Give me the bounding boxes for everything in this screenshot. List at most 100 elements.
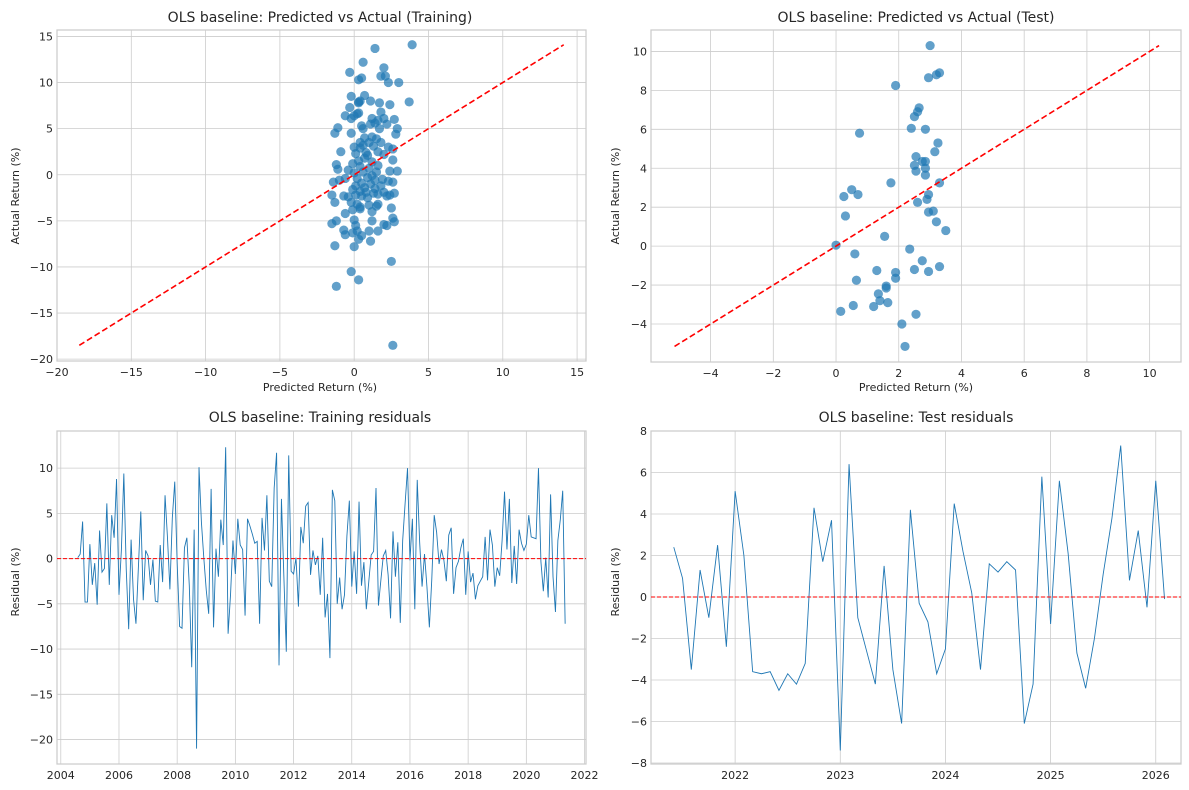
train-residuals-xtick-label: 2020 bbox=[512, 769, 540, 782]
train-residuals-xtick-label: 2022 bbox=[571, 769, 599, 782]
test-scatter-frame bbox=[650, 29, 1182, 363]
test-scatter-point bbox=[931, 70, 941, 80]
test-residuals-ytick-label: 4 bbox=[640, 508, 647, 521]
train-scatter-point bbox=[388, 177, 398, 187]
train-residuals-frame bbox=[56, 430, 587, 765]
train-scatter-point bbox=[407, 40, 417, 50]
train-scatter-point bbox=[346, 128, 356, 138]
test-scatter-point bbox=[911, 309, 921, 319]
train-scatter-point bbox=[362, 193, 373, 203]
train-residuals-plot-area bbox=[57, 447, 586, 749]
train-residuals-xtick-label: 2010 bbox=[221, 769, 249, 782]
train-scatter-ytick-label: 5 bbox=[46, 123, 53, 136]
train-scatter-xtick-label: 0 bbox=[351, 366, 358, 379]
test-scatter-point bbox=[920, 156, 931, 167]
train-scatter-point bbox=[389, 217, 399, 227]
train-scatter-point bbox=[346, 266, 356, 277]
train-scatter-reference-line bbox=[78, 44, 565, 347]
train-scatter-point bbox=[331, 281, 341, 291]
test-scatter-point bbox=[917, 256, 927, 266]
train-scatter-ytick-label: −10 bbox=[30, 261, 53, 274]
test-scatter-xtick-label: −2 bbox=[765, 367, 781, 380]
test-residuals-ytick-label: −6 bbox=[631, 715, 647, 728]
test-scatter-title: OLS baseline: Predicted vs Actual (Test) bbox=[778, 10, 1055, 26]
train-scatter-point bbox=[388, 340, 398, 350]
test-residuals-ytick-label: −4 bbox=[631, 674, 647, 687]
train-scatter-xtick-label: −10 bbox=[194, 366, 217, 379]
train-scatter-xtick-label: 15 bbox=[570, 366, 584, 379]
test-residuals-grid bbox=[651, 430, 1181, 764]
train-scatter-xlabel: Predicted Return (%) bbox=[263, 381, 377, 394]
train-scatter-point bbox=[354, 108, 364, 118]
train-scatter-point bbox=[367, 216, 377, 226]
train-scatter-point bbox=[345, 67, 355, 78]
test-scatter-point bbox=[920, 124, 931, 134]
test-scatter-point bbox=[886, 178, 896, 188]
train-residuals-ytick-label: 5 bbox=[46, 507, 53, 520]
test-scatter-point bbox=[880, 231, 890, 242]
test-scatter-ytick-label: −2 bbox=[631, 279, 647, 292]
test-residuals-xtick-label: 2022 bbox=[721, 769, 749, 782]
train-scatter-point bbox=[351, 148, 361, 159]
test-scatter-xlabel: Predicted Return (%) bbox=[859, 381, 973, 394]
train-scatter-point bbox=[404, 97, 414, 107]
train-scatter-point bbox=[365, 236, 376, 246]
test-scatter-point bbox=[897, 319, 907, 329]
train-residuals-panel: OLS baseline: Training residuals Residua… bbox=[9, 410, 599, 782]
train-scatter-point bbox=[336, 147, 346, 157]
test-residuals-ytick-label: 0 bbox=[640, 591, 647, 604]
test-scatter-point bbox=[920, 163, 931, 173]
test-scatter-point bbox=[848, 300, 858, 311]
train-scatter-title: OLS baseline: Predicted vs Actual (Train… bbox=[168, 10, 473, 26]
test-scatter-plot-area bbox=[674, 40, 1160, 352]
test-residuals-ylabel: Residual (%) bbox=[609, 548, 622, 617]
train-scatter-point bbox=[327, 219, 337, 229]
train-scatter-point bbox=[367, 207, 377, 217]
test-scatter-point bbox=[854, 128, 865, 138]
train-scatter-frame bbox=[56, 29, 587, 362]
train-scatter-point bbox=[340, 208, 350, 219]
train-scatter-point bbox=[340, 230, 350, 240]
train-scatter-point bbox=[385, 190, 395, 200]
test-scatter-point bbox=[923, 73, 934, 83]
train-residuals-ylabel: Residual (%) bbox=[9, 548, 22, 617]
train-scatter-plot-area bbox=[78, 40, 565, 350]
test-scatter-point bbox=[911, 166, 921, 176]
train-scatter-point bbox=[376, 137, 386, 148]
test-residuals-title: OLS baseline: Test residuals bbox=[819, 410, 1014, 426]
train-scatter-point bbox=[348, 159, 358, 169]
train-scatter-point bbox=[370, 43, 380, 54]
test-residuals-plot-area bbox=[651, 445, 1181, 751]
test-scatter-ytick-label: 8 bbox=[640, 84, 647, 97]
test-scatter-point bbox=[850, 249, 860, 259]
train-scatter-point bbox=[389, 114, 399, 125]
train-scatter-point bbox=[345, 102, 355, 113]
test-scatter-xtick-label: 6 bbox=[1021, 367, 1028, 380]
train-scatter-point bbox=[354, 234, 364, 244]
train-scatter-ytick-label: 0 bbox=[46, 169, 53, 182]
test-scatter-point bbox=[911, 151, 921, 162]
train-scatter-ytick-label: −20 bbox=[30, 353, 53, 366]
train-residuals-title: OLS baseline: Training residuals bbox=[209, 410, 431, 426]
train-scatter-ytick-label: 15 bbox=[39, 30, 53, 43]
test-residuals-xtick-label: 2026 bbox=[1142, 769, 1170, 782]
test-scatter-point bbox=[941, 225, 951, 236]
train-scatter-point bbox=[382, 119, 392, 129]
test-scatter-xtick-label: 8 bbox=[1083, 367, 1090, 380]
train-scatter-xtick-label: −5 bbox=[272, 366, 288, 379]
train-scatter-point bbox=[365, 96, 376, 106]
test-scatter-point bbox=[851, 275, 862, 285]
train-residuals-ytick-label: 10 bbox=[39, 462, 53, 475]
test-residuals-ytick-label: 2 bbox=[640, 549, 647, 562]
test-scatter-point bbox=[839, 191, 849, 202]
test-scatter-ytick-label: 6 bbox=[640, 123, 647, 136]
test-scatter-point bbox=[869, 301, 879, 312]
test-scatter-xtick-label: 10 bbox=[1143, 367, 1157, 380]
test-residuals-ytick-label: 6 bbox=[640, 466, 647, 479]
train-scatter-point bbox=[386, 203, 396, 213]
test-residuals-ytick-label: −2 bbox=[631, 632, 647, 645]
train-scatter-point bbox=[346, 113, 356, 124]
train-scatter-point bbox=[330, 197, 340, 208]
test-scatter-xtick-label: 0 bbox=[833, 367, 840, 380]
test-scatter-point bbox=[891, 273, 901, 283]
